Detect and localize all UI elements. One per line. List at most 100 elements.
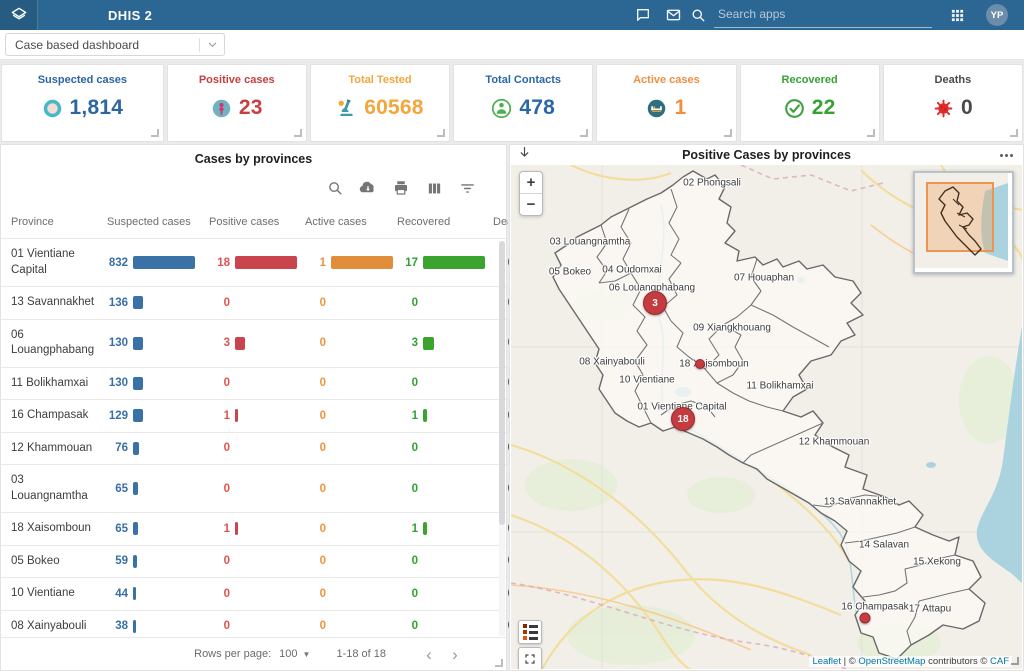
avatar[interactable]: YP [986, 4, 1008, 26]
recovered-cell: 17 [387, 256, 483, 269]
suspected-bar [133, 337, 143, 350]
cloud-download-icon[interactable] [359, 179, 377, 197]
positive-cell: 0 [199, 588, 295, 600]
rows-per-page-select[interactable]: 100 ▼ [279, 648, 310, 660]
active-cell: 0 [295, 297, 387, 309]
table-scrollbar[interactable] [499, 241, 505, 636]
next-page-button[interactable]: › [442, 646, 468, 663]
minimap[interactable] [913, 171, 1014, 274]
dhis2-logo[interactable] [0, 0, 38, 30]
check-icon [784, 98, 805, 119]
map-attribution: Leaflet | © OpenStreetMap contributors ©… [809, 656, 1012, 667]
positive-bar [235, 409, 238, 422]
recovered-cell: 0 [387, 297, 483, 309]
card-value: 22 [812, 96, 836, 120]
suspected-bar [133, 620, 136, 633]
case-dot-marker[interactable] [695, 359, 705, 369]
resize-handle[interactable] [151, 129, 159, 137]
fullscreen-button[interactable] [518, 647, 542, 669]
card-suspected-cases: Suspected cases 1,814 [1, 64, 164, 142]
province-cell: 18 Xaisomboun [1, 521, 97, 537]
case-cluster-marker[interactable]: 3 [643, 291, 667, 315]
case-cluster-marker[interactable]: 18 [671, 407, 695, 431]
ring-icon [42, 98, 63, 119]
table-header-row: ProvinceSuspected casesPositive casesAct… [1, 205, 506, 238]
positive-cell: 18 [199, 256, 295, 269]
search-apps-input[interactable] [714, 5, 932, 24]
card-title: Suspected cases [38, 74, 127, 86]
resize-handle[interactable] [580, 129, 588, 137]
virus-icon [933, 98, 954, 119]
search-icon[interactable] [326, 179, 344, 197]
search-icon[interactable] [688, 0, 708, 30]
fullscreen-icon [524, 653, 536, 665]
suspected-bar [133, 555, 137, 568]
apps-grid-icon[interactable] [942, 0, 972, 30]
card-deaths: Deaths 0 [883, 64, 1023, 142]
resize-handle[interactable] [495, 659, 503, 667]
card-recovered: Recovered 22 [740, 64, 880, 142]
positive-cell: 0 [199, 483, 295, 495]
province-cell: 10 Vientiane [1, 586, 97, 602]
recovered-cell: 1 [387, 522, 483, 535]
search-apps-field[interactable] [714, 3, 932, 28]
active-cell: 0 [295, 588, 387, 600]
card-value: 1 [674, 96, 686, 120]
card-value: 60568 [364, 96, 423, 120]
recovered-cell: 0 [387, 377, 483, 389]
card-title: Positive cases [199, 74, 275, 86]
recovered-cell: 0 [387, 555, 483, 567]
prev-page-button[interactable]: ‹ [416, 646, 442, 663]
pagination-range: 1-18 of 18 [336, 648, 386, 660]
card-value: 23 [239, 96, 263, 120]
table-row: 12 Khammouan760000 [1, 432, 506, 465]
column-header-deaths[interactable]: Deaths [483, 216, 508, 228]
resize-handle[interactable] [294, 129, 302, 137]
column-header-suspected[interactable]: Suspected cases [97, 216, 199, 228]
zoom-in-button[interactable]: + [520, 172, 542, 194]
resize-handle[interactable] [437, 129, 445, 137]
case-dot-marker[interactable] [860, 613, 871, 624]
suspected-bar [133, 377, 143, 390]
card-active-cases: Active cases 1 [596, 64, 736, 142]
resize-handle[interactable] [1011, 657, 1019, 665]
caf-link[interactable]: CAF [990, 656, 1009, 667]
recovered-bar [423, 337, 434, 350]
active-cell: 0 [295, 410, 387, 422]
mail-icon[interactable] [658, 0, 688, 30]
openstreetmap-link[interactable]: OpenStreetMap [858, 656, 925, 667]
suspected-cell: 136 [97, 296, 199, 309]
card-value: 0 [961, 96, 973, 120]
resize-handle[interactable] [724, 129, 732, 137]
more-options-icon[interactable] [1000, 148, 1013, 162]
map-canvas[interactable]: 02 Phongsali03 Louangnamtha05 Bokeo04 Ou… [511, 165, 1022, 669]
filter-icon[interactable] [458, 179, 476, 197]
cases-by-provinces-panel: Cases by provinces ProvinceSuspected cas… [0, 144, 507, 671]
leaflet-link[interactable]: Leaflet [812, 656, 841, 667]
card-title: Deaths [935, 74, 972, 86]
column-header-positive[interactable]: Positive cases [199, 216, 295, 228]
suspected-bar [133, 522, 138, 535]
layers-icon [9, 5, 29, 25]
suspected-cell: 59 [97, 555, 199, 568]
resize-handle[interactable] [1010, 129, 1018, 137]
recovered-cell: 0 [387, 620, 483, 632]
zoom-out-button[interactable]: − [520, 194, 542, 215]
positive-bar [235, 337, 245, 350]
table-row: 16 Champasak1291010 [1, 399, 506, 432]
dashboard-selector[interactable]: Case based dashboard [5, 33, 225, 56]
province-cell: 06 Louangphabang [1, 328, 97, 359]
card-positive-cases: Positive cases 23 [167, 64, 307, 142]
app-title: DHIS 2 [108, 8, 152, 23]
download-icon[interactable] [518, 146, 531, 164]
messages-icon[interactable] [628, 0, 658, 30]
view-columns-icon[interactable] [425, 179, 443, 197]
positive-cases-map-panel: Positive Cases by provinces [509, 144, 1024, 671]
column-header-province[interactable]: Province [1, 216, 97, 228]
print-icon[interactable] [392, 179, 410, 197]
column-header-recovered[interactable]: Recovered [387, 216, 483, 228]
column-header-active[interactable]: Active cases [295, 216, 387, 228]
table-row: 11 Bolikhamxai1300000 [1, 367, 506, 400]
resize-handle[interactable] [867, 129, 875, 137]
legend-button[interactable] [518, 620, 542, 644]
